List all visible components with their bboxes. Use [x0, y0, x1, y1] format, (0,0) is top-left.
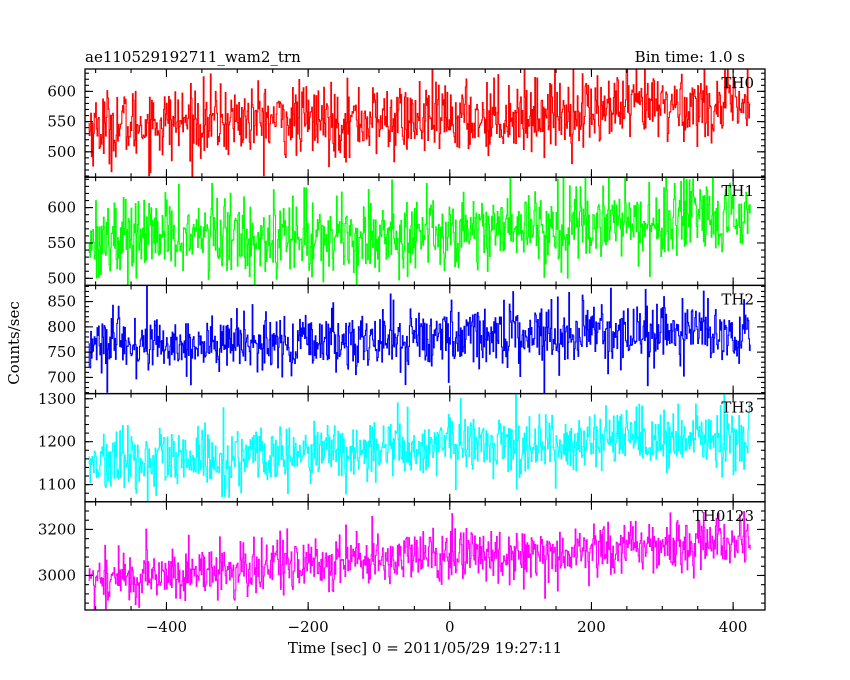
- y-tick-label: 600: [47, 82, 76, 100]
- x-axis-label: Time [sec] 0 = 2011/05/29 19:27:11: [288, 639, 562, 657]
- y-tick-label: 3000: [38, 566, 76, 584]
- series-name-label: TH0123: [693, 507, 754, 525]
- chart-panels: 500 550 600 TH0 500 550 600 TH1 700 750 800 850 TH2 1…: [38, 68, 766, 636]
- series-name-label: TH3: [721, 399, 754, 417]
- panel-frame: [84, 501, 766, 611]
- series-line-th0123: [88, 511, 751, 610]
- y-tick-label: 550: [47, 113, 76, 131]
- panel-th2: 700 750 800 850 TH2: [47, 284, 766, 395]
- y-tick-label: 500: [47, 269, 76, 287]
- y-tick-label: 750: [47, 343, 76, 361]
- series-line-th3: [88, 393, 751, 502]
- series-line-th2: [88, 285, 751, 394]
- series-name-label: TH1: [721, 182, 754, 200]
- y-axis-label: Counts/sec: [5, 301, 23, 385]
- series-name-label: TH2: [721, 290, 754, 308]
- series-line-th1: [88, 177, 751, 286]
- panel-th3: 1100 1200 1300 TH3: [38, 390, 766, 503]
- y-tick-label: 1200: [38, 433, 76, 451]
- y-tick-label: 1300: [38, 390, 76, 408]
- chart-title-right: Bin time: 1.0 s: [635, 48, 745, 66]
- x-tick-label: −200: [288, 618, 329, 636]
- panel-th0: 500 550 600 TH0: [47, 68, 766, 178]
- panel-th1: 500 550 600 TH1: [47, 176, 766, 287]
- series-name-label: TH0: [721, 74, 754, 92]
- y-tick-label: 700: [47, 368, 76, 386]
- y-tick-label: 600: [47, 199, 76, 217]
- y-tick-label: 1100: [38, 476, 76, 494]
- panel-th0123: 3000 3200 TH0123: [38, 501, 766, 611]
- series-line-th0: [88, 69, 751, 178]
- y-tick-label: 800: [47, 318, 76, 336]
- x-tick-label: 0: [445, 618, 455, 636]
- chart-title-left: ae110529192711_wam2_trn: [85, 48, 301, 66]
- y-tick-label: 500: [47, 143, 76, 161]
- y-tick-label: 550: [47, 234, 76, 252]
- y-tick-label: 3200: [38, 520, 76, 538]
- x-tick-label: −400: [146, 618, 187, 636]
- y-tick-label: 850: [47, 293, 76, 311]
- x-tick-label: 200: [577, 618, 606, 636]
- x-tick-label: 400: [719, 618, 748, 636]
